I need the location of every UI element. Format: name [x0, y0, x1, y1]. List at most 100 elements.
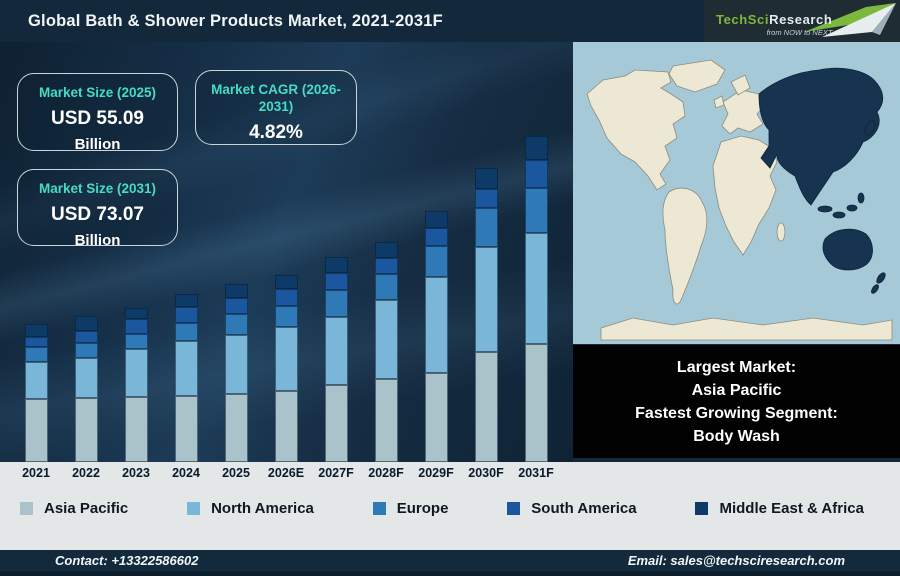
bar-segment-south-america [24, 336, 48, 347]
bar-segment-north-america [474, 246, 498, 352]
footer-email: Email: sales@techsciresearch.com [627, 553, 845, 568]
legend-swatch-south-america [507, 502, 521, 515]
bar-segment-south-america [174, 307, 198, 323]
bar-segment-south-america [524, 160, 548, 189]
bar-segment-europe [474, 208, 498, 247]
stat-value: 4.82% [249, 122, 303, 143]
legend-item-europe: Europe [372, 500, 449, 517]
bar-segment-south-america [474, 189, 498, 209]
bar-segment-europe [74, 343, 98, 359]
stat-card-market-size-2031: Market Size (2031) USD 73.07 Billion [17, 169, 178, 249]
legend-label-asia-pacific: Asia Pacific [44, 500, 129, 517]
bar-segment-europe [524, 188, 548, 234]
bar-2027f [324, 257, 348, 462]
bar-segment-asia-pacific [274, 390, 298, 462]
bar-segment-asia-pacific [424, 372, 448, 462]
bar-segment-europe [424, 246, 448, 278]
x-axis-label-2031f: 2031F [518, 466, 554, 480]
page-title: Global Bath & Shower Products Market, 20… [28, 11, 443, 30]
legend-label-north-america: North America [211, 500, 314, 517]
legend-swatch-asia-pacific [20, 502, 33, 515]
legend-item-south-america: South America [507, 500, 637, 517]
x-axis-label-2021: 2021 [22, 466, 50, 480]
bar-segment-middle-east-africa [174, 294, 198, 308]
x-axis-label-2027f: 2027F [318, 466, 354, 480]
bar-segment-south-america [374, 257, 398, 274]
bar-segment-south-america [324, 272, 348, 290]
x-axis-label-2030f: 2030F [468, 466, 504, 480]
logo-arrow-icon [804, 3, 896, 37]
bar-segment-south-america [424, 227, 448, 247]
bar-segment-north-america [74, 358, 98, 399]
bar-segment-europe [374, 273, 398, 300]
techsci-logo: TechSciResearch from NOW to NEXT [704, 0, 900, 42]
stat-card-market-cagr: Market CAGR (2026-2031) 4.82% [195, 70, 357, 145]
stat-unit: Billion [74, 136, 121, 153]
bar-segment-europe [124, 333, 148, 349]
logo-text: TechSciResearch from NOW to NEXT [716, 12, 832, 37]
bar-segment-middle-east-africa [124, 308, 148, 319]
market-highlights-box: Largest Market: Asia Pacific Fastest Gro… [573, 345, 900, 458]
x-axis-label-2022: 2022 [72, 466, 100, 480]
bar-segment-north-america [174, 340, 198, 396]
x-axis-label-2023: 2023 [122, 466, 150, 480]
bar-segment-north-america [424, 277, 448, 373]
bar-segment-middle-east-africa [374, 242, 398, 258]
legend-label-middle-east-africa: Middle East & Africa [719, 500, 864, 517]
bar-segment-middle-east-africa [424, 211, 448, 228]
stat-value: USD 55.09 [51, 108, 144, 129]
map-landmasses [586, 59, 893, 341]
bar-segment-asia-pacific [324, 385, 348, 462]
bar-segment-asia-pacific [474, 351, 498, 462]
legend-swatch-north-america [187, 502, 201, 515]
bar-segment-south-america [224, 297, 248, 315]
bar-segment-north-america [374, 299, 398, 380]
largest-market-label: Largest Market: [676, 358, 797, 376]
bar-2030f [474, 168, 498, 462]
legend-item-asia-pacific: Asia Pacific [20, 500, 128, 517]
bar-segment-south-america [124, 318, 148, 334]
legend-label-europe: Europe [396, 500, 449, 517]
stat-label: Market Size (2025) [38, 85, 157, 100]
bar-2026e [274, 275, 298, 462]
legend-item-north-america: North America [187, 500, 314, 517]
bar-2021 [24, 324, 48, 462]
x-axis-label-2025: 2025 [222, 466, 250, 480]
logo-brand-primary: TechSci [716, 11, 770, 27]
bar-segment-middle-east-africa [324, 257, 348, 273]
stacked-bar-chart [0, 42, 573, 462]
stat-card-market-size-2025: Market Size (2025) USD 55.09 Billion [17, 73, 178, 153]
bar-segment-middle-east-africa [74, 316, 98, 332]
bar-2028f [374, 242, 398, 462]
bar-segment-middle-east-africa [24, 324, 48, 337]
bar-2024 [174, 294, 198, 462]
bar-segment-north-america [24, 361, 48, 399]
stat-value: USD 73.07 [51, 204, 144, 225]
world-map [573, 42, 900, 344]
x-axis-label-2026e: 2026E [267, 466, 305, 480]
bar-2029f [424, 211, 448, 462]
x-axis-label-2028f: 2028F [368, 466, 404, 480]
fastest-segment-value: Body Wash [693, 427, 780, 445]
largest-market-value: Asia Pacific [691, 381, 782, 399]
bar-2031f [524, 136, 548, 462]
legend-item-middle-east-africa: Middle East & Africa [695, 500, 864, 517]
bar-segment-north-america [524, 233, 548, 345]
bar-segment-asia-pacific [174, 395, 198, 462]
bar-segment-north-america [324, 316, 348, 386]
bar-segment-north-america [124, 348, 148, 397]
bar-segment-asia-pacific [374, 379, 398, 462]
bar-segment-asia-pacific [524, 344, 548, 462]
bar-2022 [74, 316, 98, 462]
bar-segment-europe [274, 305, 298, 327]
stat-label: Market Size (2031) [38, 181, 157, 196]
fastest-segment-label: Fastest Growing Segment: [635, 404, 838, 422]
bar-segment-asia-pacific [74, 398, 98, 462]
stat-label: Market CAGR (2026-2031) [211, 82, 341, 114]
chart-panel: Market Size (2025) USD 55.09 Billion Mar… [0, 42, 573, 462]
legend-swatch-middle-east-africa [695, 502, 709, 515]
bar-2023 [124, 308, 148, 462]
bar-segment-asia-pacific [24, 398, 48, 462]
x-axis-label-2024: 2024 [172, 466, 200, 480]
